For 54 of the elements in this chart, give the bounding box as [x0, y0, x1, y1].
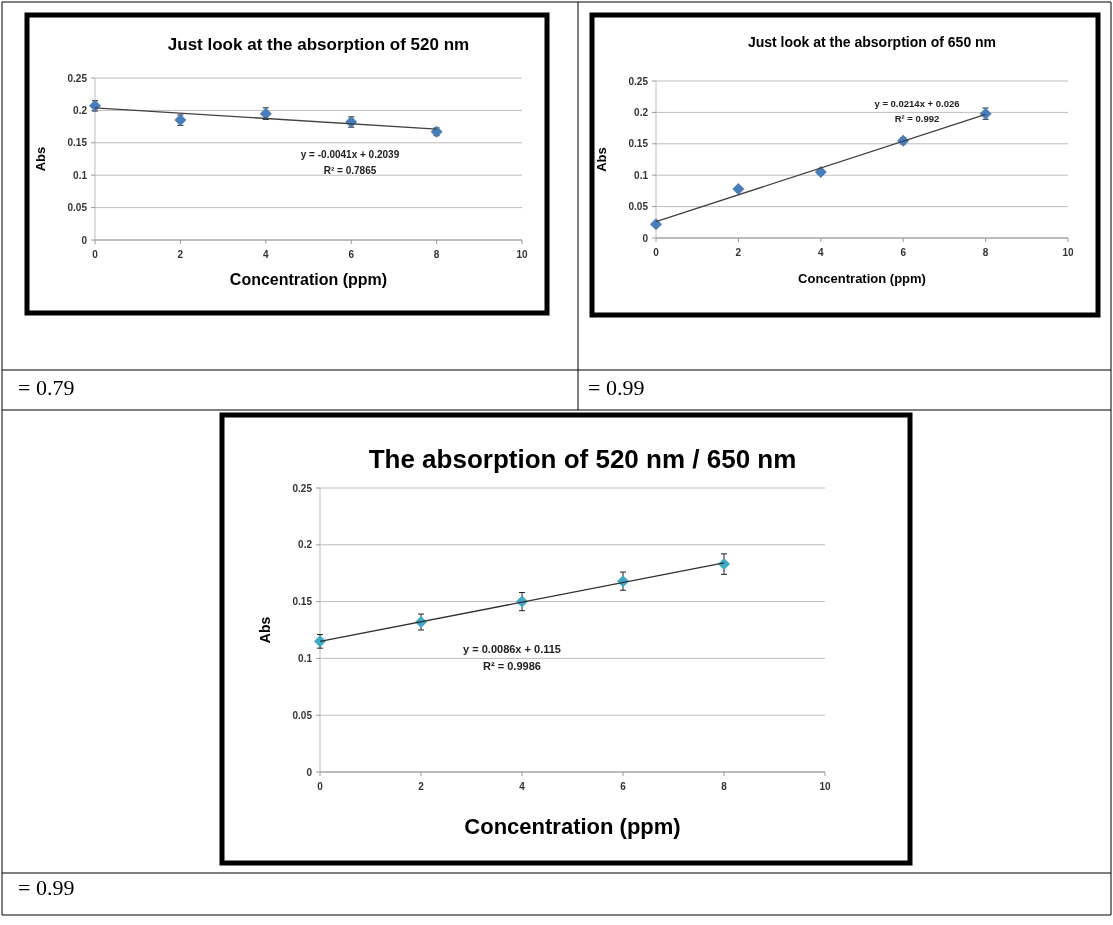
- annotation: R² = 0.9986: [483, 660, 541, 672]
- x-axis-title: Concentration (ppm): [464, 814, 681, 839]
- chart-title: The absorption of 520 nm / 650 nm: [368, 444, 797, 474]
- annotation: y = 0.0086x + 0.115: [463, 643, 561, 655]
- y-tick-label: 0.1: [634, 169, 649, 181]
- annotation: R² = 0.7865: [323, 165, 377, 176]
- x-tick-label: 4: [263, 249, 270, 260]
- y-tick-label: 0.15: [292, 596, 313, 608]
- y-tick-label: 0: [81, 234, 88, 246]
- x-tick-label: 8: [433, 249, 440, 260]
- y-tick-label: 0: [306, 766, 313, 778]
- x-tick-label: 6: [620, 781, 627, 792]
- y-tick-label: 0.25: [292, 482, 313, 494]
- x-axis-title: Concentration (ppm): [229, 271, 388, 288]
- chart-title: Just look at the absorption of 520 nm: [167, 35, 470, 54]
- y-tick-label: 0.15: [628, 138, 649, 150]
- y-axis-title: Abs: [594, 147, 609, 172]
- y-tick-label: 0: [642, 232, 649, 244]
- x-tick-label: 2: [735, 247, 742, 258]
- text: = 0.99: [588, 375, 645, 400]
- annotation: y = 0.0214x + 0.026: [874, 98, 960, 109]
- x-tick-label: 0: [92, 249, 99, 260]
- x-tick-label: 6: [900, 247, 907, 258]
- y-axis-title: Abs: [33, 146, 48, 172]
- x-tick-label: 2: [177, 249, 184, 260]
- x-tick-label: 2: [418, 781, 425, 792]
- x-axis-title: Concentration (ppm): [798, 271, 926, 286]
- y-tick-label: 0.25: [67, 72, 88, 84]
- y-tick-label: 0.1: [73, 169, 88, 181]
- y-tick-label: 0.2: [73, 104, 88, 116]
- x-tick-label: 8: [721, 781, 728, 792]
- y-axis-title: Abs: [257, 616, 273, 644]
- y-tick-label: 0.05: [292, 709, 313, 721]
- x-tick-label: 8: [982, 247, 989, 258]
- text: = 0.99: [18, 875, 75, 900]
- annotation: y = -0.0041x + 0.2039: [300, 149, 400, 160]
- y-tick-label: 0.1: [298, 652, 313, 664]
- y-tick-label: 0.15: [67, 137, 88, 149]
- y-tick-label: 0.2: [634, 106, 649, 118]
- x-tick-label: 4: [818, 247, 825, 258]
- y-tick-label: 0.05: [67, 202, 88, 214]
- y-tick-label: 0.05: [628, 201, 649, 213]
- x-tick-label: 0: [317, 781, 324, 792]
- y-tick-label: 0.25: [628, 75, 649, 87]
- x-tick-label: 4: [519, 781, 526, 792]
- x-tick-label: 6: [348, 249, 355, 260]
- y-tick-label: 0.2: [298, 539, 313, 551]
- x-tick-label: 10: [819, 781, 831, 792]
- x-tick-label: 0: [653, 247, 660, 258]
- x-tick-label: 10: [1062, 247, 1074, 258]
- text: = 0.79: [18, 375, 75, 400]
- chart-title: Just look at the absorption of 650 nm: [747, 34, 997, 50]
- x-tick-label: 10: [516, 249, 528, 260]
- annotation: R² = 0.992: [894, 113, 940, 124]
